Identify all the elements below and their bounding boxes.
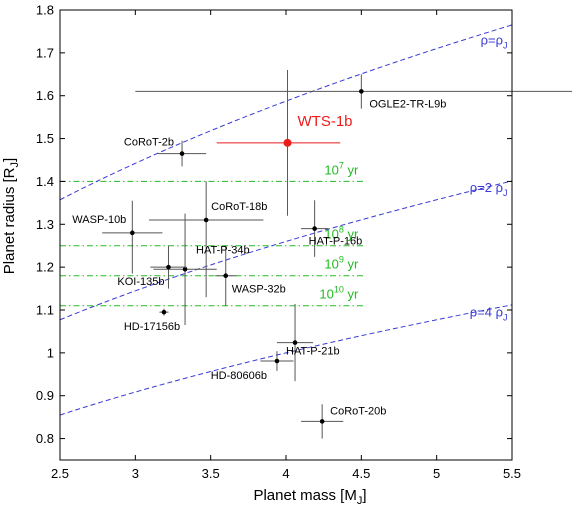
data-point-8 [223, 273, 229, 279]
x-tick-label-0: 2.5 [51, 466, 69, 481]
data-point-12 [319, 419, 325, 424]
x-tick-label-6: 5.5 [503, 466, 521, 481]
point-label-3: CoRoT-18b [211, 201, 267, 213]
x-tick-label-3: 4 [282, 466, 289, 481]
y-axis-label: Planet radius [RJ] [1, 158, 21, 274]
y-tick-label-0: 0.8 [36, 431, 54, 446]
x-tick-label-1: 3 [132, 466, 139, 481]
isochrone-label-1: 108 yr [324, 225, 359, 242]
data-point-3 [203, 217, 209, 223]
y-tick-label-7: 1.5 [36, 131, 54, 146]
point-label-6: HAT-P-34b [196, 244, 250, 256]
y-tick-label-3: 1.1 [36, 303, 54, 318]
point-label-7: KOI-135b [117, 276, 164, 288]
data-point-5 [312, 226, 317, 231]
density-label-2: ρ=4 ρJ [470, 304, 508, 322]
data-point-10 [292, 340, 298, 345]
plot-frame [59, 9, 513, 461]
data-point-4 [130, 230, 135, 236]
point-label-11: HD-80606b [211, 370, 267, 382]
data-point-1 [359, 89, 364, 94]
data-point-0 [283, 138, 292, 147]
y-tick-label-1: 0.9 [36, 388, 54, 403]
density-curve-2 [60, 304, 512, 416]
data-point-9 [161, 309, 167, 315]
point-label-8: WASP-32b [232, 284, 286, 296]
density-curve-0 [60, 24, 512, 201]
point-label-9: HD-17156b [124, 321, 180, 333]
y-tick-label-9: 1.7 [36, 45, 54, 60]
data-point-7 [166, 264, 171, 270]
y-tick-label-8: 1.6 [36, 88, 54, 103]
density-curve-1 [60, 180, 512, 321]
y-tick-label-5: 1.3 [36, 217, 54, 232]
x-tick-label-5: 5 [433, 466, 440, 481]
x-axis-label: Planet mass [MJ] [253, 487, 366, 507]
point-label-5: HAT-P-16b [309, 236, 363, 248]
y-tick-label-2: 1 [47, 345, 54, 360]
axes-layer: 2.5 3 3.5 4 4.5 5 5.5 0.8 0.9 1 1.1 1.2 1.3 1.4 1.5 1.6… [36, 3, 521, 482]
x-tick-label-2: 3.5 [202, 466, 220, 481]
data-point-11 [274, 358, 280, 364]
x-tick-label-4: 4.5 [352, 466, 370, 481]
isochrone-label-0: 107 yr [324, 160, 359, 177]
isochrone-label-3: 1010 yr [319, 285, 359, 302]
data-point-2 [179, 151, 185, 156]
density-label-1: ρ=2 ρJ [470, 180, 508, 198]
labels-layer: 107 yr 108 yr 109 yr 1010 yr ρ=ρJ ρ=2 ρJ ρ=4 ρ… [72, 32, 507, 417]
density-label-0: ρ=ρJ [481, 32, 508, 50]
point-label-4: WASP-10b [72, 214, 126, 226]
point-label-2: CoRoT-2b [124, 137, 174, 149]
point-label-1: OGLE2-TR-L9b [369, 98, 446, 110]
point-label-12: CoRoT-20b [330, 405, 386, 417]
data-point-6 [182, 266, 188, 272]
model-lines-layer [60, 24, 512, 416]
point-label-0: WTS-1b [298, 113, 353, 130]
y-tick-label-6: 1.4 [36, 174, 54, 189]
point-label-10: HAT-P-21b [286, 346, 340, 358]
y-tick-label-10: 1.8 [36, 3, 54, 18]
isochrone-label-2: 109 yr [324, 255, 359, 272]
y-tick-label-4: 1.2 [36, 260, 54, 275]
